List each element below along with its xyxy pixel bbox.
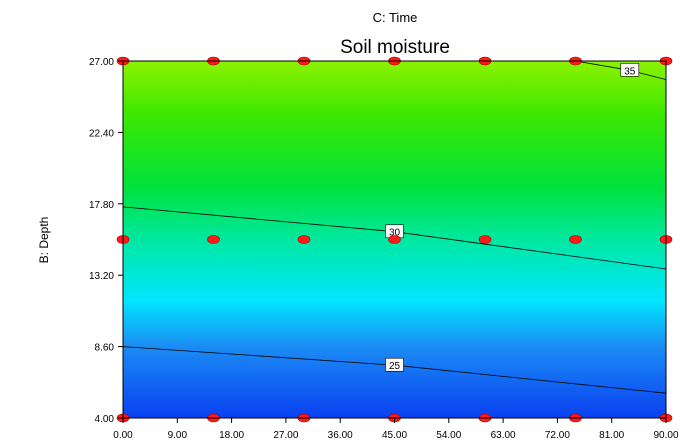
x-tick-label: 81.00 [599, 430, 624, 441]
x-tick-label: 27.00 [273, 430, 298, 441]
x-tick-label: 72.00 [545, 430, 570, 441]
contour-label: 25 [389, 361, 401, 372]
chart-title: Soil moisture [340, 37, 450, 58]
x-tick-label: 63.00 [491, 430, 516, 441]
y-axis-label: B: Depth [37, 217, 51, 264]
contour-label-box [620, 63, 640, 77]
y-tick-label: 13.20 [89, 271, 114, 282]
y-tick-label: 17.80 [89, 200, 114, 211]
x-tick-label: 54.00 [436, 430, 461, 441]
x-tick-label: 45.00 [382, 430, 407, 441]
contour-label: 35 [624, 66, 636, 77]
design-point [297, 235, 311, 244]
y-tick-label: 4.00 [95, 414, 115, 425]
x-tick-label: 18.00 [219, 430, 244, 441]
design-point [207, 235, 220, 244]
x-tick-label: 0.00 [113, 430, 133, 441]
chart-top-label: C: Time [373, 10, 418, 25]
contour-label-box [385, 357, 404, 372]
design-point [569, 235, 582, 244]
design-point [388, 235, 401, 244]
x-tick-label: 9.00 [168, 430, 188, 441]
x-tick-label: 90.00 [653, 430, 678, 441]
x-tick-label: 36.00 [328, 430, 353, 441]
design-point [478, 235, 492, 244]
contour-label: 30 [389, 228, 401, 239]
y-tick-label: 22.40 [89, 128, 114, 139]
axes: 0.00 9.00 18.00 27.00 36.00 45.00 54.00 63.00 72… [89, 57, 679, 441]
y-tick-label: 8.60 [95, 343, 115, 354]
y-tick-label: 27.00 [89, 57, 114, 68]
